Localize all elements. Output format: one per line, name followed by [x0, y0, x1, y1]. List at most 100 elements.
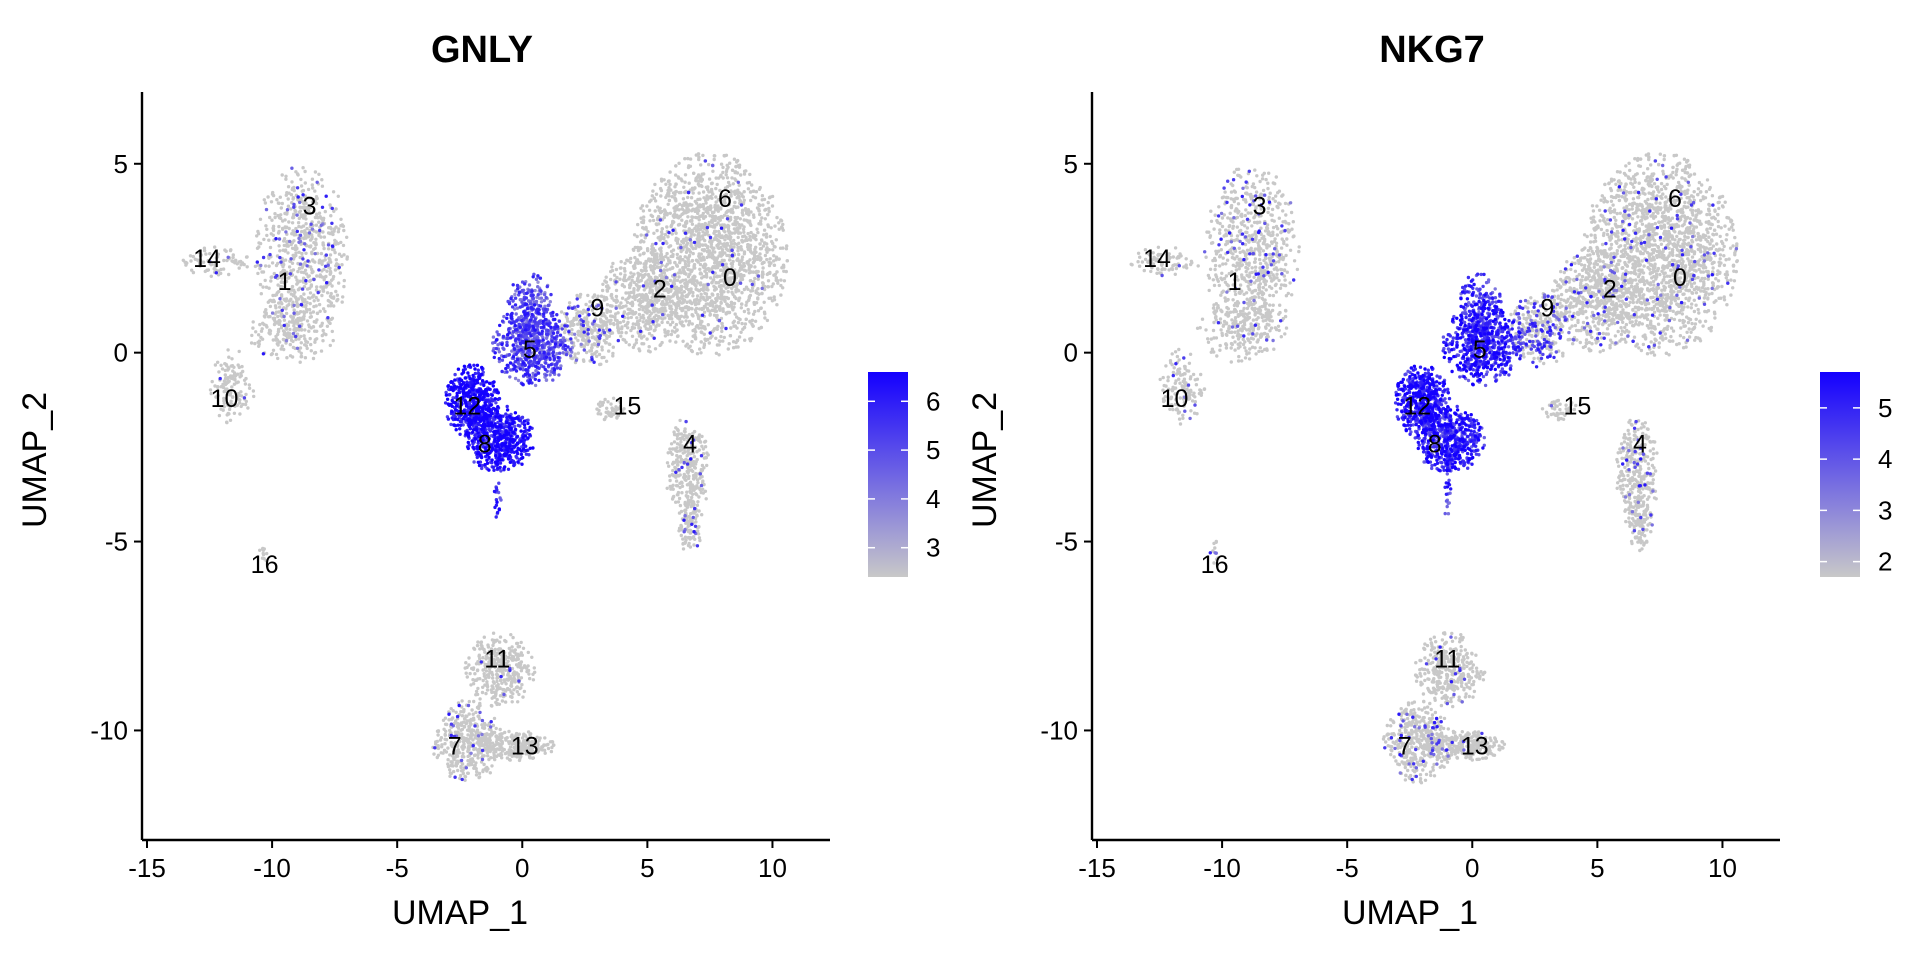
cell-point — [295, 278, 299, 282]
cell-point — [490, 690, 494, 695]
cell-point — [645, 247, 650, 251]
cell-point — [454, 710, 458, 714]
cell-point — [443, 742, 447, 746]
cell-point — [275, 338, 280, 342]
cell-point — [762, 233, 766, 237]
cell-point — [321, 230, 325, 234]
cell-point — [303, 343, 307, 347]
cell-point — [694, 492, 698, 496]
cell-point — [294, 170, 298, 174]
cell-point — [271, 233, 275, 237]
cell-point — [733, 221, 737, 225]
cell-point — [736, 235, 740, 240]
cell-point — [743, 322, 748, 326]
cell-point — [326, 247, 331, 251]
cell-point — [316, 298, 320, 302]
cell-point — [189, 259, 193, 263]
cell-point — [697, 289, 701, 293]
cell-point — [305, 346, 309, 351]
cell-point — [689, 491, 693, 495]
cell-point — [308, 205, 312, 210]
cell-point — [498, 694, 503, 698]
cell-point — [759, 238, 764, 242]
cell-point — [693, 462, 698, 466]
cell-point — [290, 288, 294, 292]
cell-point — [701, 190, 706, 194]
cell-point — [277, 224, 281, 229]
cell-point — [334, 207, 338, 211]
cell-point — [748, 258, 752, 262]
cell-point — [262, 198, 266, 202]
cell-point — [322, 235, 327, 239]
cell-point — [751, 270, 756, 274]
cell-point — [708, 214, 712, 218]
cell-point — [466, 754, 470, 759]
cell-point — [257, 342, 261, 346]
cell-point — [713, 204, 717, 208]
cell-point — [328, 231, 332, 236]
cell-point — [494, 700, 498, 705]
cell-point — [239, 259, 243, 264]
cell-point — [510, 680, 514, 684]
cell-point — [708, 295, 712, 300]
cell-point — [728, 234, 732, 238]
cell-point — [683, 500, 687, 505]
cell-point — [334, 289, 338, 294]
cell-point — [279, 293, 284, 297]
cell-point — [691, 191, 695, 195]
cell-point — [528, 676, 532, 681]
cell-point — [686, 267, 690, 272]
cell-point — [297, 210, 302, 214]
cell-point — [310, 183, 314, 187]
cell-point — [674, 189, 678, 194]
cell-point — [298, 279, 302, 283]
cell-point — [299, 184, 304, 188]
cell-point — [646, 327, 651, 331]
cell-point — [232, 365, 236, 369]
cell-point — [764, 232, 769, 236]
cell-point — [684, 504, 688, 508]
cell-point — [714, 304, 719, 308]
cell-point — [690, 259, 694, 263]
cell-point — [485, 680, 489, 684]
cell-point — [720, 321, 724, 326]
cell-point — [770, 204, 775, 208]
cell-point — [697, 157, 701, 162]
cell-point — [472, 766, 476, 770]
cell-point — [566, 319, 570, 323]
cell-point — [631, 264, 636, 269]
cell-point — [724, 173, 728, 177]
cell-point — [328, 225, 332, 230]
cell-point — [619, 266, 623, 270]
cell-point — [454, 764, 459, 768]
cell-point — [280, 201, 284, 206]
cell-point — [477, 653, 481, 657]
cell-point — [775, 279, 780, 283]
cell-point — [714, 336, 718, 340]
cell-point — [665, 225, 669, 229]
cell-point — [631, 312, 635, 316]
cell-point — [468, 671, 472, 676]
cell-point — [309, 342, 313, 347]
cell-point — [762, 228, 767, 232]
cell-point — [737, 165, 742, 169]
cell-point — [729, 326, 733, 330]
cell-point — [333, 250, 337, 255]
cell-point — [296, 297, 301, 301]
cell-point — [646, 316, 651, 320]
cell-point — [763, 316, 767, 320]
cell-point — [674, 231, 678, 235]
cell-point — [258, 266, 262, 271]
cell-point — [754, 245, 758, 249]
cell-point — [328, 343, 332, 348]
cell-point — [666, 282, 670, 286]
cell-point — [680, 218, 684, 222]
cell-point — [695, 228, 699, 232]
cell-point — [310, 251, 314, 256]
cell-point — [747, 219, 752, 223]
cell-point — [630, 334, 635, 338]
cell-point — [272, 271, 276, 276]
cell-point — [456, 768, 460, 773]
cell-point — [628, 275, 632, 279]
cell-point — [760, 281, 765, 285]
